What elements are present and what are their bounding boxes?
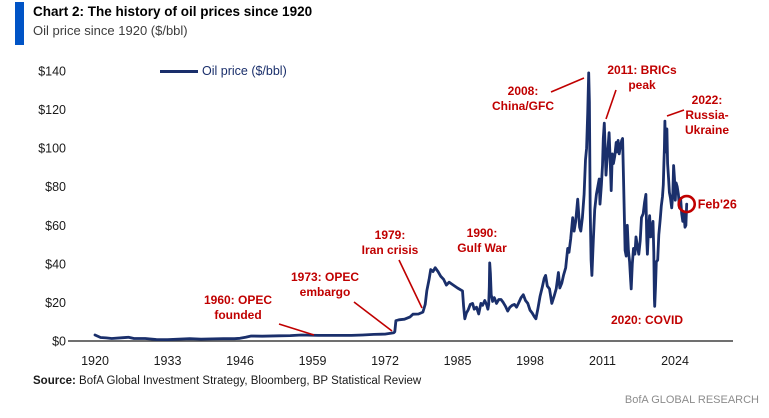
annotation-leader-line bbox=[605, 89, 617, 120]
annotation-1973-opec-embargo: 1973: OPEC embargo bbox=[255, 270, 395, 300]
annotation-1979-iran-crisis: 1979: Iran crisis bbox=[320, 228, 460, 258]
annotation-line: 1990: bbox=[466, 226, 498, 240]
price-line bbox=[93, 71, 689, 341]
annotation-line: embargo bbox=[299, 285, 351, 299]
legend-label: Oil price ($/bbl) bbox=[202, 64, 287, 78]
source-text: BofA Global Investment Strategy, Bloombe… bbox=[75, 375, 422, 387]
annotation-leader-line bbox=[550, 77, 585, 93]
annotation-line: 2020: COVID bbox=[610, 313, 684, 327]
annotation-2020-covid: 2020: COVID bbox=[577, 313, 717, 328]
y-tick-label: $40 bbox=[45, 257, 66, 271]
y-tick-label: $0 bbox=[52, 335, 66, 349]
x-tick-label: 1946 bbox=[226, 354, 254, 368]
annotation-leader-line bbox=[666, 109, 685, 117]
source-label: Source: bbox=[33, 375, 76, 387]
annotation-2011-brics-peak: 2011: BRICs peak bbox=[572, 63, 712, 93]
x-tick-label: 1920 bbox=[81, 354, 109, 368]
annotation-line: 1973: OPEC bbox=[290, 270, 360, 284]
annotation-line: Russia- bbox=[685, 108, 729, 122]
annotation-line: China/GFC bbox=[492, 99, 554, 113]
annotation-line: 2011: BRICs bbox=[607, 63, 677, 77]
y-tick-label: $60 bbox=[45, 219, 66, 233]
x-tick-label: 1998 bbox=[516, 354, 544, 368]
x-tick-label: 1959 bbox=[299, 354, 327, 368]
annotation-2022-russia-ukraine: 2022: Russia- Ukraine bbox=[648, 93, 766, 138]
source-line: Source: BofA Global Investment Strategy,… bbox=[33, 375, 421, 387]
x-tick-label: 1972 bbox=[371, 354, 399, 368]
end-marker-label: Feb'26 bbox=[698, 198, 737, 212]
annotation-line: Iran crisis bbox=[361, 243, 419, 257]
x-tick-label: 2011 bbox=[589, 354, 616, 368]
legend-line-swatch bbox=[160, 69, 198, 73]
y-tick-label: $140 bbox=[38, 64, 66, 78]
legend: Oil price ($/bbl) bbox=[160, 64, 287, 78]
y-tick-label: $80 bbox=[45, 180, 66, 194]
annotation-leader-line bbox=[278, 323, 315, 336]
chart-title: Chart 2: The history of oil prices since… bbox=[33, 4, 313, 19]
annotation-leader-line bbox=[398, 259, 423, 309]
annotation-line: peak bbox=[628, 78, 656, 92]
branding-text: BofA GLOBAL RESEARCH bbox=[624, 394, 759, 406]
y-tick-label: $20 bbox=[45, 296, 66, 310]
annotation-line: 1979: bbox=[374, 228, 406, 242]
oil-price-line-chart: $0 $20 $40 $60 $80 $100 $120 $140 1920 1933 1946 19… bbox=[38, 64, 737, 368]
x-tick-label: 1933 bbox=[154, 354, 182, 368]
annotation-line: founded bbox=[214, 308, 262, 322]
y-tick-label: $120 bbox=[38, 103, 66, 117]
annotation-leader-line bbox=[353, 301, 393, 332]
annotation-line: Gulf War bbox=[457, 241, 507, 255]
annotation-1990-gulf-war: 1990: Gulf War bbox=[412, 226, 552, 256]
chart-subtitle: Oil price since 1920 ($/bbl) bbox=[33, 23, 188, 38]
accent-bar bbox=[15, 2, 24, 45]
annotation-line: 1960: OPEC bbox=[203, 293, 273, 307]
end-marker-circle-icon bbox=[677, 194, 697, 214]
annotation-line: Ukraine bbox=[684, 123, 730, 137]
x-tick-label: 1985 bbox=[444, 354, 472, 368]
annotation-1960-opec-founded: 1960: OPEC founded bbox=[168, 293, 308, 323]
annotation-line: 2008: bbox=[507, 84, 539, 98]
x-tick-label: 2024 bbox=[661, 354, 689, 368]
annotation-line: 2022: bbox=[691, 93, 723, 107]
annotation-2008-china-gfc: 2008: China/GFC bbox=[453, 84, 593, 114]
y-tick-label: $100 bbox=[38, 142, 66, 156]
